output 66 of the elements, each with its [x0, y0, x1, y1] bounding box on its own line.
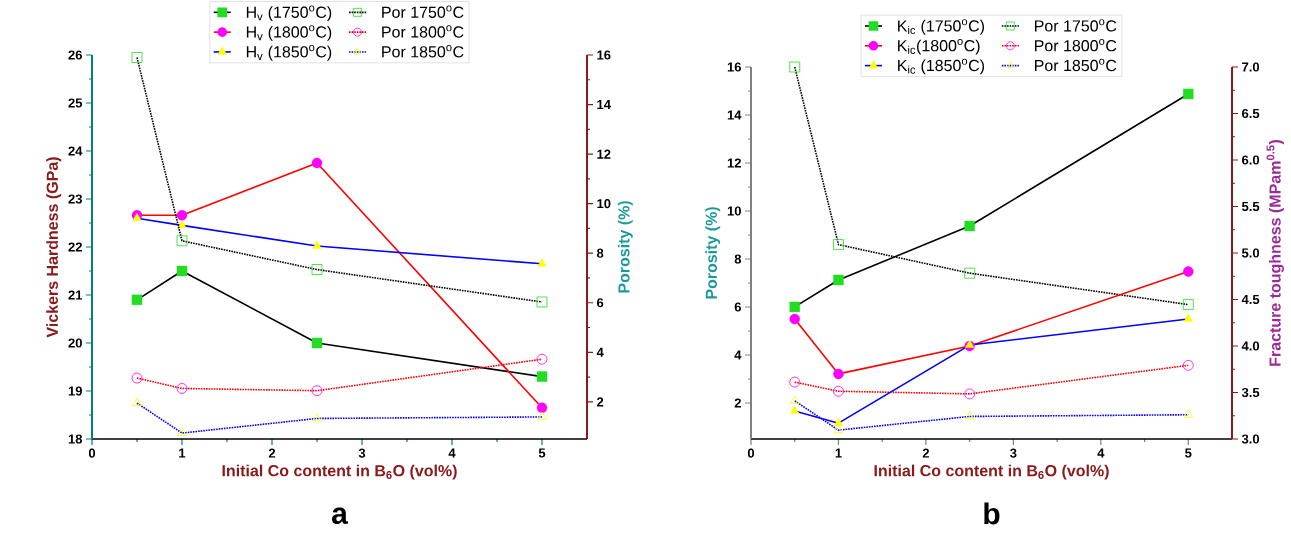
y2-tick-label: 3.5 — [1241, 387, 1260, 398]
y2-tick-label: 2 — [596, 397, 604, 407]
y-axis-title: Porosity (%) — [705, 207, 721, 299]
y2-tick-label: 12 — [597, 149, 611, 159]
legend-label: H$_{v}$ (1800$^{o}$C) — [246, 25, 332, 41]
y-tick-label: 2 — [734, 398, 741, 408]
y-tick-label: 16 — [727, 62, 741, 72]
legend-label: K$_{ic}$ (1750$^{o}$C) — [898, 19, 985, 35]
y2-tick-label: 14 — [597, 100, 611, 110]
x-tick-label: 2 — [268, 448, 276, 458]
y-tick-label: 25 — [68, 98, 83, 108]
text: b — [984, 502, 1000, 525]
x-tick-label: 4 — [1097, 448, 1105, 458]
x-tick-label: 2 — [922, 448, 930, 458]
x-tick-label: 1 — [835, 448, 842, 458]
y2-tick-label: 4.5 — [1241, 294, 1260, 305]
x-tick-label: 3 — [358, 448, 366, 458]
y-tick-label: 26 — [68, 50, 82, 60]
y2-tick-label: 6.5 — [1242, 108, 1260, 119]
y2-tick-label: 4.0 — [1241, 341, 1260, 351]
legend-label: K$_{ic}$ (1850$^{o}$C) — [898, 58, 985, 75]
y-tick-label: 22 — [68, 242, 82, 252]
y-tick-label: 19 — [68, 386, 82, 396]
legend-label: Por 1850$^{o}$C — [382, 45, 464, 58]
y-tick-label: 20 — [68, 338, 82, 348]
legend-label: Por 1800$^{o}$C — [1035, 38, 1117, 52]
x-tick-label: 0 — [88, 448, 96, 458]
x-axis-title: Initial Co content in B$_{6}$O (vol%) — [874, 464, 1109, 480]
y-tick-label: 6 — [734, 302, 741, 312]
legend-label: K$_{ic}$(1800$^{o}$C) — [898, 38, 980, 55]
text: a — [332, 507, 349, 525]
y2-axis-title: Fracture toughness (MPam$^{0.5}$) — [1266, 139, 1284, 366]
legend-label: H$_{v}$ (1750$^{o}$C) — [246, 5, 332, 22]
y2-tick-label: 3.0 — [1241, 434, 1260, 444]
y2-tick-label: 5.0 — [1241, 248, 1260, 258]
x-tick-label: 5 — [538, 448, 546, 458]
x-tick-label: 3 — [1010, 448, 1017, 458]
legend-label: Por 1800$^{o}$C — [382, 25, 464, 38]
y-tick-label: 12 — [727, 158, 741, 168]
legend-label: Por 1850$^{o}$C — [1035, 58, 1117, 72]
legend-label: Por 1750$^{o}$C — [1035, 19, 1117, 32]
x-axis-title: Initial Co content in B$_{6}$O (vol%) — [222, 464, 457, 480]
y2-axis-title: Porosity (%) — [617, 201, 633, 293]
y-tick-label: 24 — [68, 146, 83, 156]
y-tick-label: 14 — [727, 110, 742, 120]
legend-label: Por 1750$^{o}$C — [382, 5, 464, 18]
y2-tick-label: 16 — [597, 50, 611, 60]
y-tick-label: 8 — [734, 254, 742, 264]
x-tick-label: 4 — [448, 448, 456, 458]
y-tick-label: 18 — [68, 434, 83, 444]
y-tick-label: 10 — [727, 206, 741, 216]
y2-tick-label: 6.0 — [1242, 155, 1260, 165]
legend-label: H$_{v}$ (1850$^{o}$C) — [246, 45, 332, 61]
x-tick-label: 1 — [179, 448, 186, 458]
y2-tick-label: 6 — [597, 298, 604, 308]
y2-tick-label: 8 — [596, 248, 604, 258]
y2-tick-label: 5.5 — [1241, 201, 1260, 212]
y2-tick-label: 7.0 — [1242, 62, 1260, 72]
x-tick-label: 5 — [1185, 448, 1192, 458]
y-tick-label: 23 — [68, 194, 82, 204]
x-tick-label: 0 — [747, 448, 755, 458]
y2-tick-label: 10 — [597, 199, 611, 209]
y-axis-title: Vickers Hardness (GPa) — [46, 157, 62, 338]
y2-tick-label: 4 — [596, 347, 604, 357]
y-tick-label: 21 — [68, 290, 83, 300]
y-tick-label: 4 — [734, 350, 742, 360]
